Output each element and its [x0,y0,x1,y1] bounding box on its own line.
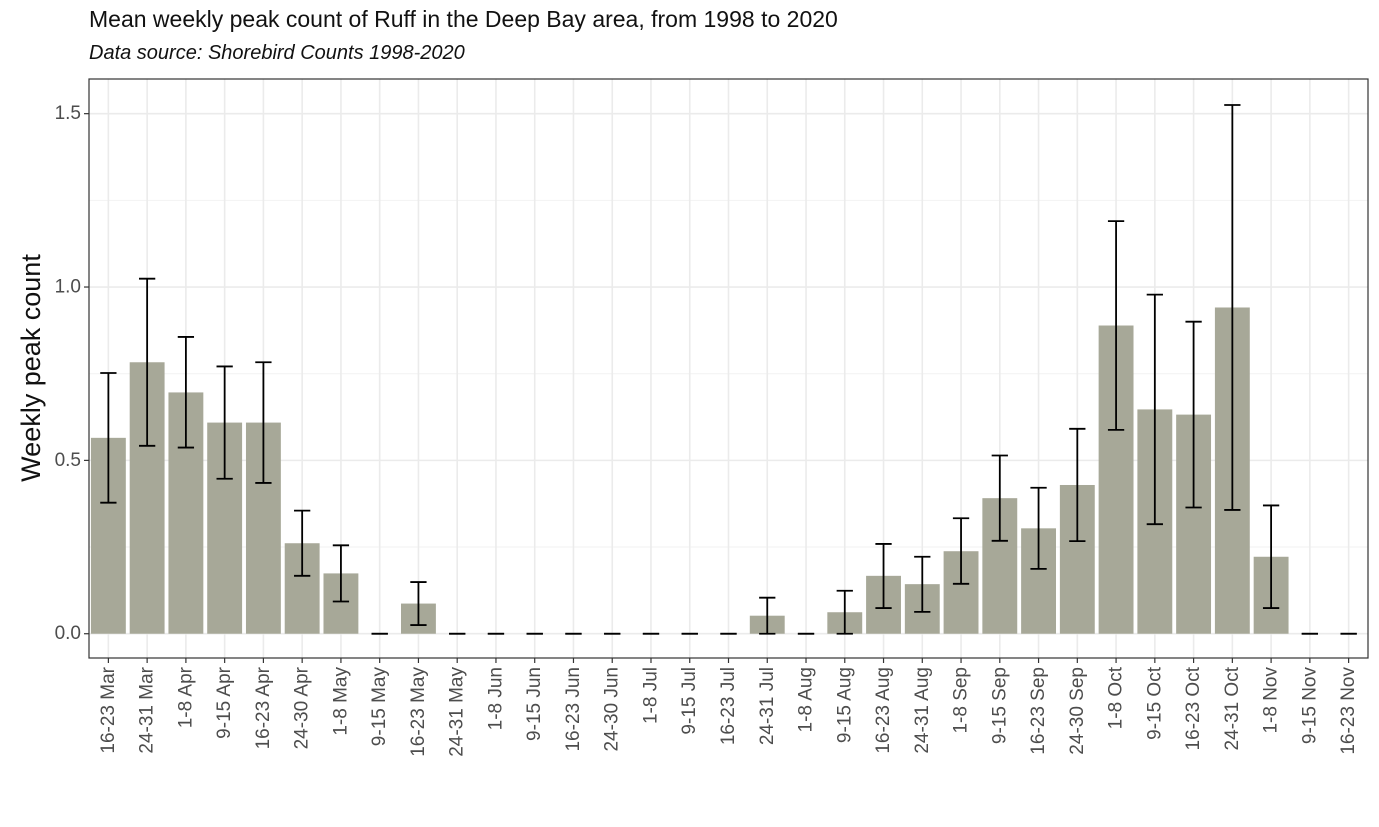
error-bar [836,589,853,635]
x-tick-label: 1-8 Oct [1106,666,1127,729]
error-bar [138,277,156,447]
x-tick-label: 24-31 Jul [757,667,778,745]
x-tick-label: 24-31 Oct [1222,666,1243,750]
x-tick-label: 9-15 Apr [214,666,235,738]
x-tick-label: 24-30 Apr [292,666,313,749]
x-tick-label: 1-8 Nov [1261,667,1282,734]
error-bar [1224,104,1241,511]
chart-subtitle: Data source: Shorebird Counts 1998-2020 [89,42,465,64]
x-tick-label: 9-15 Aug [834,667,855,743]
x-tick-label: 16-23 May [408,667,429,757]
x-tick-label: 16-23 Sep [1028,667,1049,755]
x-tick-label: 16-23 Jul [718,667,739,745]
error-bars [100,104,1357,635]
y-tick-label: 1.0 [55,277,81,298]
y-tick-label: 0.5 [55,450,81,471]
x-tick-label: 16-23 Jun [563,667,584,752]
error-bar [991,454,1008,542]
x-tick-label: 9-15 Nov [1299,667,1320,745]
y-tick-label: 1.5 [55,103,81,124]
x-tick-label: 9-15 May [369,667,390,747]
x-tick-label: 9-15 Jul [679,667,700,735]
x-tick-label: 1-8 Jul [640,667,661,724]
x-axis-ticks: 16-23 Mar 24-31 Mar 1-8 Apr 9-15 Apr 16-23 A… [98,658,1359,757]
x-tick-label: 16-23 Nov [1338,667,1359,755]
x-tick-label: 1-8 May [330,667,351,736]
x-tick-label: 16-23 Aug [873,667,894,754]
error-bar [1185,320,1202,509]
x-tick-label: 9-15 Oct [1144,666,1165,740]
error-bar [216,365,233,480]
error-bar [875,543,892,609]
y-axis-title: Weekly peak count [16,254,46,482]
error-bar [1262,504,1280,609]
error-bar [759,596,776,635]
error-bar [294,509,311,577]
error-bar [1146,293,1163,526]
x-tick-label: 24-30 Sep [1067,667,1088,755]
x-tick-label: 16-23 Oct [1183,666,1204,750]
x-tick-label: 1-8 Sep [951,667,972,734]
error-bar [952,517,970,585]
error-bar [332,544,350,603]
x-tick-label: 24-31 May [447,667,468,757]
y-axis-ticks: 0.0 0.5 1.0 1.5 [55,103,89,644]
error-bar [100,372,117,504]
x-tick-label: 1-8 Apr [175,666,196,728]
x-tick-label: 9-15 Jun [524,667,545,741]
x-tick-label: 1-8 Aug [796,667,817,733]
y-tick-label: 0.0 [55,623,81,644]
x-tick-label: 1-8 Jun [485,667,506,730]
x-tick-label: 16-23 Apr [253,666,274,749]
error-bar [410,581,427,626]
x-tick-label: 9-15 Sep [989,667,1010,744]
x-tick-label: 24-31 Aug [912,667,933,754]
chart-title: Mean weekly peak count of Ruff in the De… [89,6,838,32]
error-bar [255,361,272,484]
error-bar [914,555,931,613]
x-tick-label: 16-23 Mar [98,666,119,753]
x-tick-label: 24-31 Mar [137,666,158,753]
x-tick-label: 24-30 Jun [602,667,623,752]
error-bar [1069,427,1086,543]
error-bar [1107,220,1125,431]
error-bar [1030,486,1047,570]
error-bar [177,336,195,449]
